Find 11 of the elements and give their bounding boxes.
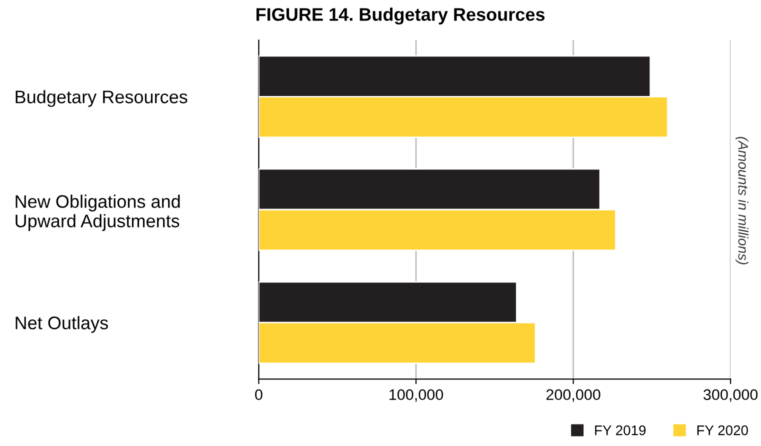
y-tick-label: New Obligations and Upward Adjustments (16, 194, 180, 231)
chart-title: FIGURE 14. Budgetary Resources (256, 8, 545, 25)
x-tick-label: 200,000 (546, 389, 600, 402)
x-tick-label: 0 (255, 389, 262, 400)
x-tick-label: 100,000 (390, 389, 444, 402)
text: (Amounts in millions) (736, 136, 748, 264)
legend-label: FY 2020 (697, 425, 748, 436)
y-tick-label: Net Outlays (16, 316, 108, 333)
legend-label: FY 2019 (595, 425, 646, 436)
y-tick-label: Budgetary Resources (16, 90, 188, 107)
x-tick-label: 300,000 (704, 389, 758, 402)
